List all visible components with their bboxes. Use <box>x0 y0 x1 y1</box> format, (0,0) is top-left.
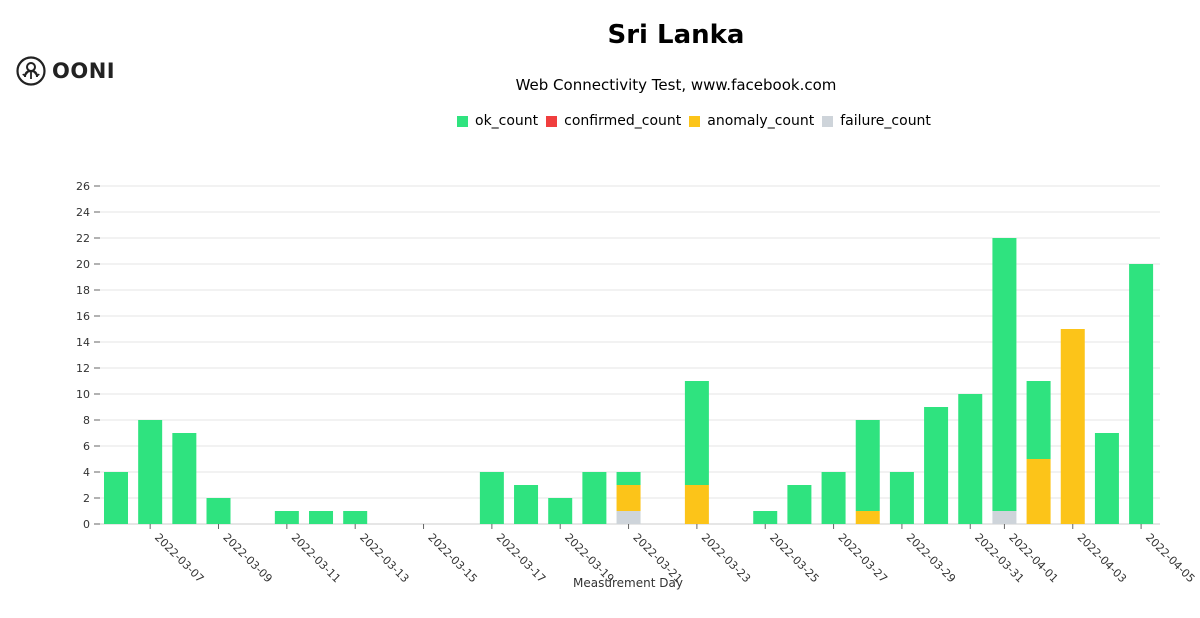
legend-label: confirmed_count <box>564 113 682 129</box>
bar-ok-count-2022-03-30[interactable] <box>924 407 949 524</box>
x-tick-label: 2022-03-23 <box>699 531 753 585</box>
y-tick-label: 2 <box>83 492 90 505</box>
bar-ok-count-2022-03-09[interactable] <box>206 498 231 524</box>
bar-anomaly-count-2022-03-23[interactable] <box>684 485 709 524</box>
bar-ok-count-2022-03-17[interactable] <box>479 472 504 524</box>
bar-failure-count-2022-04-01[interactable] <box>992 511 1017 524</box>
bar-anomaly-count-2022-03-21[interactable] <box>616 485 641 511</box>
x-tick-label: 2022-03-25 <box>767 531 821 585</box>
chart-subtitle: Web Connectivity Test, www.facebook.com <box>515 76 837 94</box>
bar-ok-count-2022-03-19[interactable] <box>548 498 573 524</box>
bar-ok-count-2022-03-13[interactable] <box>343 511 368 524</box>
legend-item-failure-count[interactable]: failure_count <box>822 113 931 129</box>
y-tick-label: 6 <box>83 440 90 453</box>
y-tick-label: 16 <box>76 310 90 323</box>
bar-ok-count-2022-03-25[interactable] <box>753 511 778 524</box>
legend-item-ok-count[interactable]: ok_count <box>457 113 538 129</box>
bar-ok-count-2022-03-26[interactable] <box>787 485 812 524</box>
x-tick-label: 2022-03-17 <box>494 531 548 585</box>
legend-swatch <box>457 115 468 127</box>
bar-ok-count-2022-03-27[interactable] <box>821 472 846 524</box>
y-tick-label: 22 <box>76 232 90 245</box>
legend-label: ok_count <box>475 113 539 129</box>
bars <box>104 238 1154 524</box>
y-tick-label: 24 <box>76 206 90 219</box>
legend: ok_count confirmed_count anomaly_count fail… <box>457 113 939 129</box>
x-axis-label: Measurement Day <box>573 576 683 590</box>
bar-ok-count-2022-03-12[interactable] <box>309 511 334 524</box>
bar-ok-count-2022-03-21[interactable] <box>616 472 641 485</box>
y-tick-label: 12 <box>76 362 90 375</box>
bar-ok-count-2022-04-04[interactable] <box>1094 433 1119 524</box>
bar-ok-count-2022-03-07[interactable] <box>138 420 163 524</box>
bar-ok-count-2022-03-23[interactable] <box>684 381 709 485</box>
bar-failure-count-2022-03-21[interactable] <box>616 511 641 524</box>
y-tick-label: 4 <box>83 466 90 479</box>
bar-ok-count-2022-03-31[interactable] <box>958 394 983 524</box>
bar-anomaly-count-2022-03-28[interactable] <box>855 511 880 524</box>
x-tick-label: 2022-03-15 <box>425 531 479 585</box>
x-tick-label: 2022-03-11 <box>289 531 343 585</box>
x-tick-label: 2022-03-13 <box>357 531 411 585</box>
y-tick-label: 26 <box>76 180 90 193</box>
legend-swatch <box>822 115 834 127</box>
bar-ok-count-2022-03-28[interactable] <box>855 420 880 511</box>
legend-item-anomaly-count[interactable]: anomaly_count <box>689 113 814 129</box>
logo-text: OONI <box>52 59 116 83</box>
x-tick-label: 2022-03-27 <box>835 531 889 585</box>
y-tick-label: 20 <box>76 258 90 271</box>
y-tick-label: 14 <box>76 336 90 349</box>
y-tick-label: 8 <box>83 414 90 427</box>
legend-item-confirmed-count[interactable]: confirmed_count <box>546 113 681 129</box>
bar-ok-count-2022-03-11[interactable] <box>274 511 299 524</box>
x-tick-label: 2022-04-03 <box>1075 531 1129 585</box>
bar-ok-count-2022-04-02[interactable] <box>1026 381 1051 459</box>
x-tick-label: 2022-04-05 <box>1143 531 1197 585</box>
bar-anomaly-count-2022-04-03[interactable] <box>1060 329 1085 524</box>
y-tick-label: 18 <box>76 284 90 297</box>
y-tick-label: 0 <box>83 518 90 531</box>
bar-ok-count-2022-04-05[interactable] <box>1129 264 1154 524</box>
bar-ok-count-2022-03-08[interactable] <box>172 433 197 524</box>
ooni-logo: OONI <box>16 56 115 86</box>
y-tick-label: 10 <box>76 388 90 401</box>
x-tick-label: 2022-03-07 <box>152 531 206 585</box>
x-tick-label: 2022-03-09 <box>220 531 274 585</box>
x-tick-label: 2022-03-29 <box>904 531 958 585</box>
bar-ok-count-2022-03-29[interactable] <box>889 472 914 524</box>
legend-swatch <box>689 115 701 127</box>
chart-title: Sri Lanka <box>607 20 745 50</box>
bar-ok-count-2022-03-06[interactable] <box>104 472 128 524</box>
bar-anomaly-count-2022-04-02[interactable] <box>1026 459 1051 524</box>
bar-ok-count-2022-03-18[interactable] <box>514 485 539 524</box>
bar-ok-count-2022-04-01[interactable] <box>992 238 1017 511</box>
legend-swatch <box>546 115 558 127</box>
ooni-octopus-icon <box>16 56 46 86</box>
legend-label: failure_count <box>840 113 931 129</box>
legend-label: anomaly_count <box>707 113 815 129</box>
bar-ok-count-2022-03-20[interactable] <box>582 472 607 524</box>
